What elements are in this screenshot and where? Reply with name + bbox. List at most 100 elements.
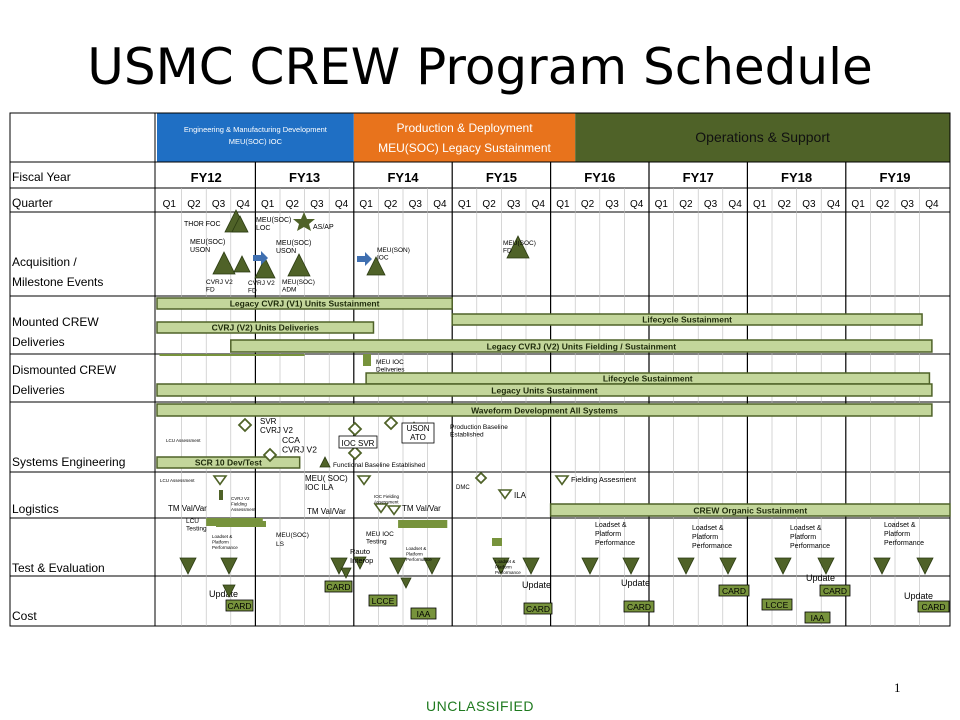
ioc-svr-box bbox=[338, 435, 378, 449]
cost-card: CARD bbox=[823, 586, 847, 596]
test-label: Loadset & bbox=[212, 534, 232, 539]
bar-label: Legacy CVRJ (V2) Units Fielding / Sustai… bbox=[487, 342, 677, 352]
test-label: Loadset & bbox=[884, 522, 916, 529]
quarter: Q3 bbox=[212, 199, 226, 210]
syseng-label: CVRJ V2 bbox=[260, 426, 293, 435]
cost-lcce: LCCE bbox=[372, 596, 395, 606]
row-label: Logistics bbox=[12, 502, 59, 516]
logistics-label: LCU Assessment bbox=[160, 478, 195, 483]
quarter: Q1 bbox=[655, 199, 669, 210]
milestone-triangle bbox=[319, 456, 331, 468]
schedule-bar bbox=[159, 354, 305, 356]
milestone-label: MEU(SOC) bbox=[503, 240, 536, 247]
test-label: Testing bbox=[186, 526, 207, 533]
page-number: 1 bbox=[894, 680, 901, 695]
test-event-triangle bbox=[222, 584, 236, 598]
bar-label: CVRJ (V2) Units Deliveries bbox=[212, 323, 320, 333]
test-event-triangle bbox=[581, 557, 599, 575]
quarter: Q2 bbox=[876, 199, 890, 210]
classification-marking: UNCLASSIFIED bbox=[426, 698, 534, 714]
cost-card: CARD bbox=[627, 602, 651, 612]
test-event-triangle bbox=[677, 557, 695, 575]
cost-lcce-box bbox=[368, 594, 398, 607]
quarter: Q4 bbox=[335, 199, 349, 210]
cost-lcce: LCCE bbox=[766, 600, 789, 610]
bar-label: Waveform Development All Systems bbox=[471, 406, 618, 416]
quarter: Q4 bbox=[236, 199, 250, 210]
row-label: Deliveries bbox=[12, 335, 65, 349]
bar-label: Legacy CVRJ (V1) Units Sustainment bbox=[230, 299, 380, 309]
milestone-label: MEU(SOC) bbox=[256, 217, 291, 224]
logistics-label: Assessment bbox=[231, 507, 256, 512]
milestone-triangle bbox=[233, 255, 251, 273]
milestone-triangle bbox=[231, 215, 249, 233]
quarter: Q2 bbox=[187, 199, 201, 210]
phase-band bbox=[575, 113, 950, 162]
test-event-triangle bbox=[340, 567, 352, 579]
review-diamond bbox=[474, 471, 488, 485]
fiscal-year: FY17 bbox=[683, 170, 714, 185]
cost-card: CARD bbox=[227, 601, 251, 611]
syseng-label: CVRJ V2 bbox=[282, 445, 317, 455]
page-title: USMC CREW Program Schedule bbox=[87, 38, 873, 96]
logistics-label: ILA bbox=[514, 491, 527, 500]
quarter: Q3 bbox=[310, 199, 324, 210]
fiscal-year: FY18 bbox=[781, 170, 812, 185]
logistics-label: TM Val/Var bbox=[307, 507, 346, 516]
syseng-label: Established bbox=[450, 432, 484, 439]
quarter: Q4 bbox=[728, 199, 742, 210]
milestone-bar bbox=[219, 490, 223, 500]
logistics-label: CVRJ V2 bbox=[231, 496, 250, 501]
schedule-bar bbox=[156, 297, 453, 310]
syseng-label: Production Baseline bbox=[450, 424, 508, 431]
test-event-triangle bbox=[220, 557, 238, 575]
quarter: Q4 bbox=[827, 199, 841, 210]
cost-card-box bbox=[819, 584, 851, 597]
logistics-label: Fielding bbox=[231, 502, 247, 507]
logistics-label: MEU( SOC) bbox=[305, 474, 348, 483]
cost-iaa-box bbox=[410, 607, 437, 620]
test-label: Performance bbox=[212, 545, 238, 550]
bar-label: CREW Organic Sustainment bbox=[693, 506, 807, 516]
bar-label: Lifecycle Sustainment bbox=[603, 374, 693, 384]
quarter: Q2 bbox=[384, 199, 398, 210]
schedule-bar bbox=[492, 538, 502, 546]
review-triangle bbox=[497, 489, 513, 500]
logistics-label: IOC Fielding bbox=[374, 494, 400, 499]
test-label: Platform bbox=[595, 531, 621, 538]
quarter: Q4 bbox=[433, 199, 447, 210]
cost-card-box bbox=[917, 600, 950, 613]
phase-label: Engineering & Manufacturing Development bbox=[184, 125, 328, 134]
logistics-label: TM Val/Var bbox=[168, 504, 207, 513]
milestone-label: MEU(SOC) bbox=[276, 240, 311, 247]
syseng-label: CCA bbox=[282, 435, 300, 445]
test-event-triangle bbox=[522, 557, 540, 575]
test-label: Rauto bbox=[350, 547, 370, 556]
row-label: Deliveries bbox=[12, 383, 65, 397]
quarter: Q3 bbox=[409, 199, 423, 210]
test-event-triangle bbox=[492, 557, 510, 575]
syseng-label: SVR bbox=[260, 417, 277, 426]
quarter: Q3 bbox=[704, 199, 718, 210]
milestone-label: FD bbox=[248, 288, 257, 295]
milestone-label: MEU IOC bbox=[376, 359, 404, 366]
phase-label: Production & Deployment bbox=[396, 121, 533, 135]
schedule-bar bbox=[363, 354, 371, 366]
arrow-marker bbox=[253, 251, 268, 265]
review-diamond bbox=[347, 445, 363, 461]
quarter: Q1 bbox=[851, 199, 865, 210]
milestone-label: LOC bbox=[256, 225, 270, 232]
logistics-label: DMC bbox=[456, 485, 470, 491]
schedule-bar bbox=[549, 503, 951, 517]
cost-card: CARD bbox=[921, 602, 945, 612]
milestone-label: FD bbox=[503, 248, 512, 255]
quarter: Q2 bbox=[286, 199, 300, 210]
schedule-bar bbox=[216, 521, 266, 527]
phase-label: Operations & Support bbox=[695, 129, 830, 145]
logistics-label: IOC ILA bbox=[305, 483, 334, 492]
test-label: MEU(SOC) bbox=[276, 532, 309, 539]
cost-label: Update bbox=[209, 589, 238, 599]
bar-label: Lifecycle Sustainment bbox=[642, 315, 732, 325]
cost-lcce-box bbox=[761, 598, 793, 611]
